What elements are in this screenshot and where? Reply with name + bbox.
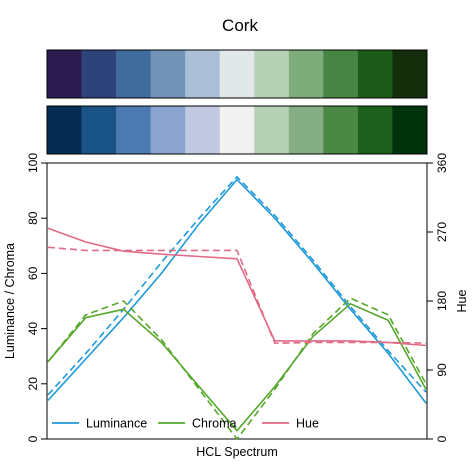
y-tick-label-right: 180 (435, 291, 449, 311)
series-lines (47, 175, 427, 441)
left-axis: 0 20 40 60 80 100 (26, 153, 47, 442)
chroma-legend-label: Chroma (192, 417, 237, 431)
swatches-top-swatch (219, 50, 255, 98)
swatches-top-swatch (185, 50, 221, 98)
y-tick-label-left: 100 (26, 153, 40, 173)
hue-solid-line (47, 227, 427, 347)
swatches-top-swatch (116, 50, 151, 98)
swatches-top-swatch (254, 50, 290, 98)
palette-swatches (46, 49, 428, 155)
swatches-bottom-swatch (185, 106, 221, 154)
legend: Luminance Chroma Hue (52, 417, 319, 431)
luminance-dashed-line (47, 175, 427, 396)
plot-area-border (46, 162, 428, 440)
swatches-bottom-swatch (81, 106, 117, 154)
swatches-bottom-swatch (116, 106, 151, 154)
swatches-bottom-swatch (288, 106, 324, 154)
y-tick-label-left: 0 (26, 435, 40, 442)
y-tick-label-left: 40 (26, 322, 40, 336)
swatches-top-swatch (392, 50, 428, 98)
swatches-bottom-border (46, 105, 428, 155)
chroma-dashed-line (47, 297, 427, 441)
y-axis-label-left: Luminance / Chroma (3, 243, 17, 359)
plot-frame (46, 162, 428, 440)
y-tick-label-right: 90 (435, 363, 449, 377)
chart-title: Cork (222, 16, 258, 35)
y-tick-label-left: 60 (26, 266, 40, 280)
swatches-bottom-swatch (219, 106, 255, 154)
x-axis-label: HCL Spectrum (196, 445, 278, 459)
y-tick-label-left: 80 (26, 211, 40, 225)
luminance-legend-label: Luminance (86, 417, 147, 431)
swatches-top-border (46, 49, 428, 99)
y-tick-label-right: 0 (435, 435, 449, 442)
hue-legend-label: Hue (296, 417, 319, 431)
swatches-bottom-swatch (254, 106, 290, 154)
swatches-bottom-swatch (323, 106, 359, 154)
swatches-top-swatch (357, 50, 393, 98)
chroma-solid-line (47, 302, 427, 432)
swatches-bottom-swatch (392, 106, 428, 154)
y-tick-label-right: 360 (435, 153, 449, 173)
y-tick-label-right: 270 (435, 222, 449, 242)
hue-dashed-line (47, 246, 427, 345)
right-axis: 0 90 180 270 360 (427, 153, 449, 442)
swatches-bottom-swatch (47, 106, 82, 154)
y-tick-label-left: 20 (26, 377, 40, 391)
swatches-top-swatch (81, 50, 117, 98)
swatches-top-swatch (150, 50, 186, 98)
swatches-bottom-swatch (357, 106, 393, 154)
luminance-solid-line (47, 178, 427, 404)
y-axis-label-right: Hue (455, 289, 469, 312)
swatches-top-swatch (323, 50, 359, 98)
swatches-top-swatch (47, 50, 82, 98)
swatches-bottom-swatch (150, 106, 186, 154)
swatches-top-swatch (288, 50, 324, 98)
